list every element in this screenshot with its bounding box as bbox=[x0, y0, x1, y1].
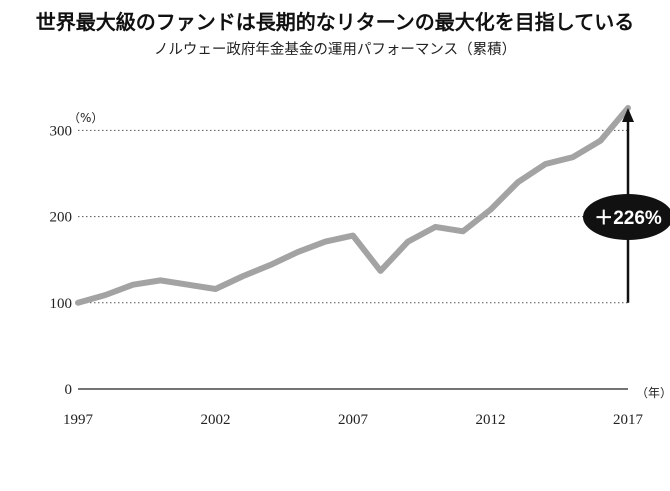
tick-labels: 0 100 200 300 1997 2002 2007 2012 2017 （%） （年） bbox=[50, 111, 670, 428]
y-tick-label: 200 bbox=[50, 210, 73, 226]
gridlines bbox=[78, 129, 630, 304]
x-tick-label: 2017 bbox=[613, 412, 644, 428]
y-tick-label: 0 bbox=[65, 382, 73, 398]
x-tick-label: 2012 bbox=[476, 412, 506, 428]
annotation-layer: ＋226% bbox=[583, 107, 670, 303]
annotation-arrowhead bbox=[622, 107, 634, 122]
x-tick-label: 2007 bbox=[338, 412, 369, 428]
series-layer bbox=[75, 105, 631, 306]
x-tick-label: 2002 bbox=[201, 412, 231, 428]
y-tick-label: 100 bbox=[50, 296, 73, 312]
y-tick-label: 300 bbox=[50, 123, 73, 139]
chart-subtitle: ノルウェー政府年金基金の運用パフォーマンス（累積） bbox=[153, 42, 517, 58]
y-axis-unit: （%） bbox=[68, 111, 103, 125]
series-line bbox=[75, 105, 631, 306]
x-axis-unit: （年） bbox=[636, 386, 670, 400]
headline: 世界最大級のファンドは長期的なリターンの最大化を目指している bbox=[35, 10, 635, 34]
x-tick-label: 1997 bbox=[63, 412, 94, 428]
annotation-badge bbox=[583, 194, 670, 240]
annotation-label: ＋226% bbox=[594, 208, 662, 229]
